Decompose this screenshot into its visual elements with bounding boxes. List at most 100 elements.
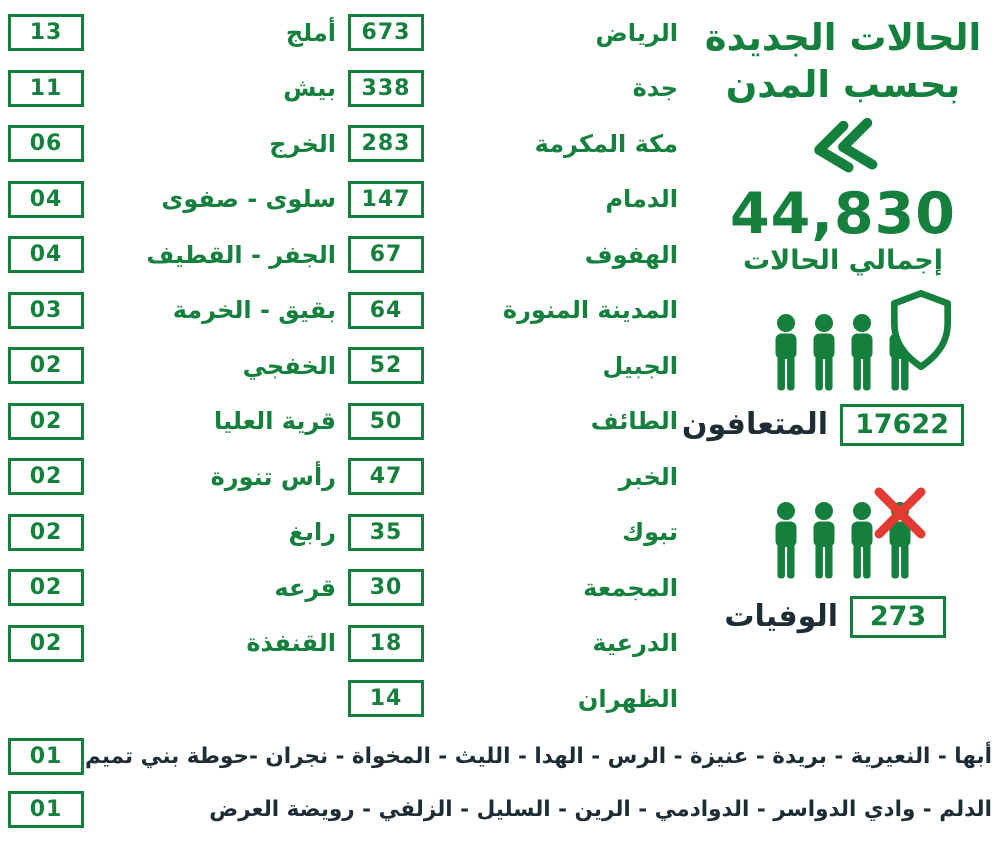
city-count-box: 04 [8,180,84,218]
total-cases-value: 44,830 [730,180,956,247]
person-icon [775,501,797,579]
city-row: الطائف 50 [348,394,678,450]
city-count-box: 02 [8,347,84,385]
grouped-cities-names: أبها - النعيرية - بريدة - عنيزة - الرس -… [85,743,992,769]
city-name: القنفذة [246,629,336,658]
city-count-box: 30 [348,569,424,607]
person-icon [851,313,873,391]
grouped-cities-row: أبها - النعيرية - بريدة - عنيزة - الرس -… [8,736,992,776]
city-name: مكة المكرمة [534,129,678,158]
city-row: الظهران 14 [348,671,678,727]
red-x-icon [874,487,926,539]
city-count-box: 67 [348,236,424,274]
page-title-line1: الحالات الجديدة [704,16,982,59]
person-icon [813,313,835,391]
city-name: الخبر [618,462,678,491]
city-name: الخفجي [242,351,336,380]
grouped-cities-row: الدلم - وادي الدواسر - الدوادمي - الرين … [8,789,992,829]
double-chevron-icon [814,117,878,173]
summary-panel: الحالات الجديدة بحسب المدن 44,830 إجمالي… [682,0,996,730]
city-name: الظهران [577,684,678,713]
recovered-people-icons [771,289,951,392]
city-count-box: 147 [348,180,424,218]
grouped-cities-count-box: 01 [8,790,84,828]
city-name: أملج [285,18,336,47]
city-name: بيش [283,74,336,103]
city-row: الدرعية 18 [348,616,678,672]
recovered-label: المتعافون [681,407,829,443]
city-name: بقيق - الخرمة [172,296,336,325]
city-count-box: 03 [8,291,84,329]
city-count-box: 338 [348,69,424,107]
person-icon [775,313,797,391]
city-count-box: 14 [348,680,424,718]
city-row: الخرج 06 [8,116,336,172]
deaths-count-box: 273 [850,595,946,638]
city-name: المجمعة [583,573,678,602]
deaths-row: الوفيات 273 [724,595,996,638]
person-icon [813,501,835,579]
city-name: قرعه [274,573,336,602]
city-row: أملج 13 [8,5,336,61]
city-name: الجبيل [602,351,678,380]
city-count-box: 64 [348,291,424,329]
city-count-box: 47 [348,458,424,496]
city-name: جدة [632,74,678,103]
shield-icon [890,289,951,370]
city-name: قرية العليا [214,407,336,436]
city-row: الخفجي 02 [8,338,336,394]
grouped-cities-count-box: 01 [8,737,84,775]
total-cases-label: إجمالي الحالات [742,244,944,276]
city-row: الهفوف 67 [348,227,678,283]
city-name: الهفوف [584,240,678,269]
city-name: الجفر - القطيف [146,240,336,269]
city-count-box: 52 [348,347,424,385]
city-row: قرعه 02 [8,560,336,616]
city-row: رأس تنورة 02 [8,449,336,505]
recovered-count-box: 17622 [840,403,964,446]
city-count-box: 04 [8,236,84,274]
deaths-label: الوفيات [724,599,838,635]
city-count-box: 11 [8,69,84,107]
city-row: تبوك 35 [348,505,678,561]
deaths-people-icons [771,487,926,580]
grouped-cities-names: الدلم - وادي الدواسر - الدوادمي - الرين … [209,796,992,822]
city-count-box: 02 [8,624,84,662]
city-name: الخرج [269,129,336,158]
city-name: رابغ [288,518,336,547]
page-title: الحالات الجديدة بحسب المدن [705,14,981,109]
city-count-box: 02 [8,569,84,607]
page-title-line2: بحسب المدن [725,63,961,107]
city-row: سلوى - صفوى 04 [8,172,336,228]
secondary-cities-column: أملج 13 بيش 11 الخرج 06 سلوى - صفوى 04 ا… [8,5,336,671]
city-name: الرياض [595,18,678,47]
city-count-box: 283 [348,125,424,163]
city-row: جدة 338 [348,61,678,117]
city-name: سلوى - صفوى [161,185,336,214]
city-row: الدمام 147 [348,172,678,228]
city-row: الجفر - القطيف 04 [8,227,336,283]
city-row: المدينة المنورة 64 [348,283,678,339]
city-row: القنفذة 02 [8,616,336,672]
city-row: قرية العليا 02 [8,394,336,450]
recovered-row: المتعافون 17622 [681,403,996,446]
city-row: الجبيل 52 [348,338,678,394]
city-name: تبوك [622,518,678,547]
city-row: بيش 11 [8,61,336,117]
city-count-box: 50 [348,402,424,440]
city-name: رأس تنورة [210,462,336,491]
city-count-box: 02 [8,458,84,496]
city-name: الدرعية [592,629,678,658]
city-row: بقيق - الخرمة 03 [8,283,336,339]
city-row: المجمعة 30 [348,560,678,616]
city-row: الخبر 47 [348,449,678,505]
city-count-box: 673 [348,14,424,52]
city-count-box: 35 [348,513,424,551]
city-row: الرياض 673 [348,5,678,61]
city-count-box: 02 [8,402,84,440]
city-name: المدينة المنورة [502,296,678,325]
city-row: مكة المكرمة 283 [348,116,678,172]
city-count-box: 18 [348,624,424,662]
city-count-box: 13 [8,14,84,52]
